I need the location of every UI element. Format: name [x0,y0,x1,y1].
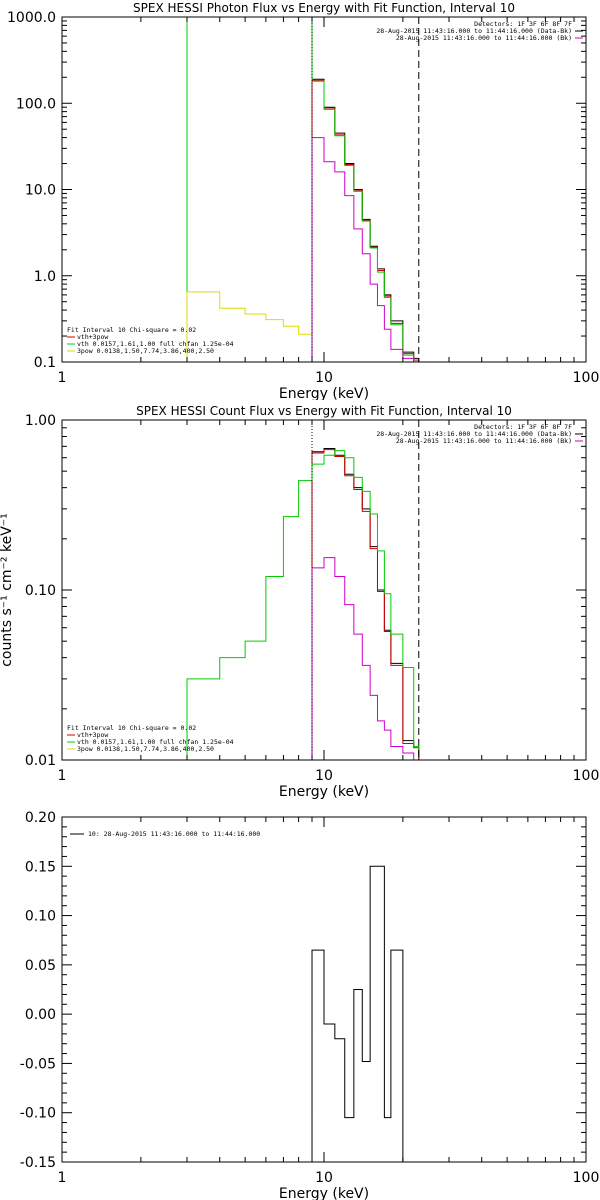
y-tick-label: 1.0 [34,269,56,285]
y-tick-label: 0.15 [25,859,56,875]
y-tick-label: 0.10 [25,909,56,925]
series-group [186,447,420,760]
count-flux-chart: SPEX HESSI Count Flux vs Energy with Fit… [0,404,600,800]
x-axis-label: Energy (keV) [279,386,369,400]
legend-entry: Fit Interval 10 Chi-square = 0.02 [67,326,196,334]
x-axis-label: Energy (keV) [279,1186,369,1200]
x-tick-label: 100 [573,768,600,784]
legend-entry: 3pow 0.0138,1.50,7.74,3.86,400,2.50 [77,347,214,355]
y-tick-label: 1000.0 [7,10,56,26]
plot-frame [61,419,587,761]
series-line-3 [311,557,415,760]
series-line-3 [186,291,313,362]
x-tick-label: 10 [315,370,333,386]
y-tick-label: 0.1 [34,355,56,371]
x-axis-label: Energy (keV) [279,784,369,800]
y-tick-label: 10.0 [25,183,56,199]
legend-entry: 10: 28-Aug-2015 11:43:16.000 to 11:44:16… [88,830,260,838]
photon-flux-chart: SPEX HESSI Photon Flux vs Energy with Fi… [7,1,600,400]
y-tick-label: 0.01 [25,753,56,769]
x-tick-label: 1 [58,1170,67,1186]
series-line-1 [311,449,420,760]
series-line-0 [311,865,419,1162]
x-tick-label: 100 [573,370,600,386]
legend-entry: Detectors: 1F 3F 6F 8F 7F [474,423,572,431]
x-tick-label: 10 [315,1170,333,1186]
chart-title: SPEX HESSI Count Flux vs Energy with Fit… [136,404,512,418]
legend-entry: 3pow 0.0138,1.50,7.74,3.86,400,2.50 [77,745,214,753]
legend-entry: vth 0.0157,1.61,1.00 full chfan 1.25e-04 [77,738,234,746]
x-tick-label: 1 [58,370,67,386]
y-tick-label: 0.10 [25,583,56,599]
legend-entry: vth 0.0157,1.61,1.00 full chfan 1.25e-04 [77,340,234,348]
legend-entry: Detectors: 1F 3F 6F 8F 7F [474,20,572,28]
residuals-chart: Energy (keV) 1 10 100 -0.15 -0.10 -0.05 0.00 0.0… [20,810,600,1200]
y-tick-label: -0.15 [20,1155,56,1171]
plot-frame [61,16,587,363]
legend-entry: 28-Aug-2015 11:43:16.000 to 11:44:16.000… [376,27,572,35]
x-tick-label: 10 [315,768,333,784]
series-line-4 [311,137,415,362]
y-tick-label: 0.00 [25,1007,56,1023]
series-line-2 [186,17,419,362]
y-tick-label: 0.20 [25,810,56,826]
y-tick-label: 100.0 [16,96,56,112]
y-tick-label: 1.00 [25,413,56,429]
series-group [186,17,420,362]
y-tick-label: 0.05 [25,958,56,974]
legend-entry: vth+3pow [77,731,108,739]
y-tick-label: -0.10 [20,1106,56,1122]
series-line-2 [186,450,420,760]
legend-entry: 28-Aug-2015 11:43:16.000 to 11:44:16.000… [376,430,572,438]
x-tick-label: 1 [58,768,67,784]
series-group [311,865,419,1162]
x-tick-label: 100 [573,1170,600,1186]
chart-title: SPEX HESSI Photon Flux vs Energy with Fi… [133,1,515,15]
legend-entry: 28-Aug-2015 11:43:16.000 to 11:44:16.000… [396,437,572,445]
legend-entry: vth+3pow [77,333,108,341]
y-axis-label: counts s⁻¹ cm⁻² keV⁻¹ [0,513,15,667]
legend-entry: Fit Interval 10 Chi-square = 0.02 [67,724,196,732]
y-tick-label: -0.05 [20,1056,56,1072]
legend-entry: 28-Aug-2015 11:43:16.000 to 11:44:16.000… [396,34,572,42]
